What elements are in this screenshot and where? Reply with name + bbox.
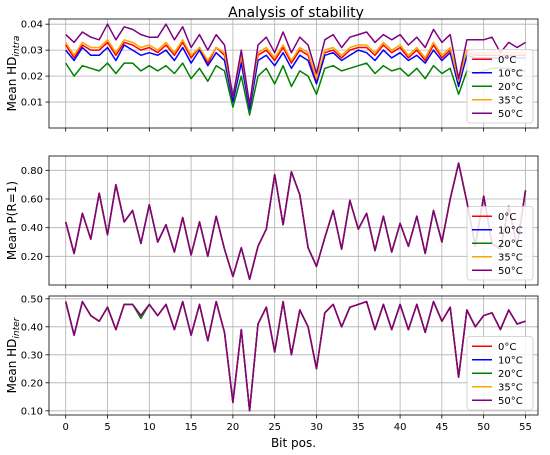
series-line-5 [64,300,526,412]
y-tick-label: 0.40 [21,223,43,234]
y-axis-label: Mean HDintra [5,36,22,112]
chart-title: Analysis of stability [228,5,364,21]
x-tick-label: 45 [436,422,449,433]
y-tick-label: 0.50 [21,294,43,305]
plot-frame [48,18,539,129]
legend: 0°C 10°C 20°C 35°C 50°C [466,336,534,411]
x-tick-label: 40 [394,422,407,433]
legend-entry-label: 0°C [498,212,516,223]
y-axis-label: Mean P(R=1) [5,181,19,260]
x-tick-label: 30 [310,422,323,433]
x-tick-label: 5 [104,422,110,433]
x-tick-label: 25 [268,422,281,433]
legend-entry-label: 10°C [498,68,523,79]
y-tick-label: 0.30 [21,350,43,361]
x-tick-label: 50 [477,422,490,433]
legend-entry-label: 50°C [498,396,523,407]
x-axis-label: Bit pos. [271,436,316,450]
legend-entry-label: 35°C [498,252,523,263]
y-tick-label: 0.03 [21,46,43,57]
series-line-1 [65,41,526,108]
legend-box [466,336,534,411]
y-tick-label: 0.80 [21,166,43,177]
y-tick-label: 0.40 [21,322,43,333]
x-tick-label: 55 [519,422,532,433]
legend-entry-label: 50°C [498,266,523,277]
legend-entry-label: 20°C [498,239,523,250]
y-tick-label: 0.20 [21,252,43,263]
legend-entry-label: 10°C [498,355,523,366]
y-tick-label: 0.01 [21,98,43,109]
legend: 0°C 10°C 20°C 35°C 50°C [466,206,534,281]
legend-entry-label: 0°C [498,342,516,353]
legend-entry-label: 0°C [498,55,516,66]
plot-frame [48,295,539,416]
x-tick-label: 0 [63,422,69,433]
y-axis-label-subscript: intra [12,36,22,57]
legend-entry-label: 10°C [498,225,523,236]
y-tick-label: 0.04 [21,20,43,31]
panel-3: 0.10 0.20 0.30 0.40 0.50 0 5 10 15 20 25 30 35 40 45 50… [5,294,539,450]
y-tick-label: 0.60 [21,195,43,206]
legend-entry-label: 35°C [498,382,523,393]
x-tick-label: 15 [185,422,198,433]
legend-entry-label: 20°C [498,369,523,380]
y-tick-label: 0.10 [21,406,43,417]
x-tick-label: 10 [143,422,156,433]
plot-frame [48,155,539,286]
legend: 0°C 10°C 20°C 35°C 50°C [466,49,534,124]
x-tick-label: 35 [352,422,365,433]
y-axis-label-subscript: inter [12,316,22,338]
y-tick-label: 0.02 [21,72,43,83]
y-axis-label: Mean HDinter [5,316,22,393]
legend-box [466,49,534,124]
y-axis-label-main: Mean HD [5,339,19,394]
x-tick-label: 20 [227,422,240,433]
legend-entry-label: 20°C [498,82,523,93]
series-line-4 [65,39,526,106]
series-line-2 [65,44,526,111]
legend-box [466,206,534,281]
y-axis-label-main: Mean HD [5,57,19,112]
series-line-5 [65,23,526,106]
legend-entry-label: 35°C [498,95,523,106]
y-tick-label: 0.20 [21,378,43,389]
panel-1: 0.01 0.02 0.03 0.04 Mean HDintra 0°C 10°C 20°C 3… [5,18,539,132]
series-line-3 [65,62,526,116]
legend-entry-label: 50°C [498,109,523,120]
series-line-5 [64,162,527,281]
